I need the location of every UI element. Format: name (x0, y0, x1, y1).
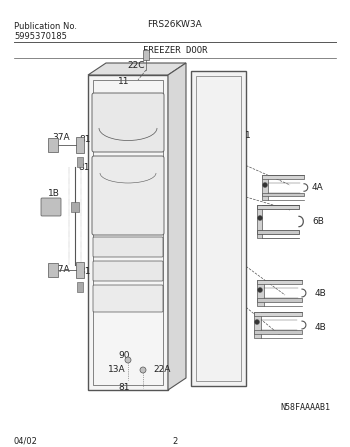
Text: 81: 81 (79, 267, 91, 277)
Bar (77, 157, 83, 167)
Text: 81: 81 (79, 135, 91, 144)
Text: 37A: 37A (52, 266, 70, 274)
Bar (48, 138, 58, 152)
Bar (77, 282, 83, 292)
Bar (262, 193, 304, 196)
Bar (262, 175, 304, 179)
Bar (257, 205, 262, 238)
Text: 37A: 37A (52, 134, 70, 143)
Polygon shape (88, 63, 186, 75)
Text: Publication No.: Publication No. (14, 22, 77, 31)
Bar (254, 312, 261, 338)
Bar (262, 175, 268, 200)
Text: FREEZER DOOR: FREEZER DOOR (143, 46, 207, 55)
Text: 6B: 6B (312, 218, 324, 227)
Text: 1B: 1B (48, 190, 60, 198)
Text: 81: 81 (78, 164, 90, 173)
Circle shape (254, 320, 259, 325)
Text: FRS26KW3A: FRS26KW3A (148, 20, 202, 29)
Text: 81: 81 (118, 384, 130, 392)
Bar (76, 262, 84, 278)
Bar (257, 280, 264, 306)
FancyBboxPatch shape (93, 237, 163, 257)
Text: N58FAAAAB1: N58FAAAAB1 (280, 403, 330, 412)
Text: 1: 1 (245, 131, 251, 139)
Bar (254, 312, 302, 316)
FancyBboxPatch shape (93, 285, 163, 312)
Polygon shape (88, 75, 168, 390)
FancyBboxPatch shape (92, 93, 164, 152)
Bar (76, 137, 84, 153)
Bar (48, 263, 58, 277)
Bar (257, 298, 302, 302)
Circle shape (262, 182, 267, 187)
Text: 11: 11 (118, 77, 130, 87)
Circle shape (258, 215, 262, 220)
FancyBboxPatch shape (41, 198, 61, 216)
Text: 22C: 22C (127, 62, 145, 71)
FancyBboxPatch shape (92, 156, 164, 235)
Text: 04/02: 04/02 (14, 437, 38, 446)
Text: 4A: 4A (312, 184, 324, 193)
Polygon shape (168, 63, 186, 390)
Bar (257, 205, 299, 209)
FancyBboxPatch shape (93, 261, 163, 281)
Circle shape (258, 287, 262, 292)
Polygon shape (191, 71, 246, 386)
Bar (257, 280, 302, 284)
Bar (257, 230, 299, 234)
Circle shape (125, 357, 131, 363)
Text: 13A: 13A (108, 366, 126, 375)
Text: 5995370185: 5995370185 (14, 32, 67, 41)
Text: 2: 2 (172, 437, 177, 446)
Bar (143, 50, 149, 60)
Bar (71, 202, 79, 212)
Bar (254, 330, 302, 334)
Text: 4B: 4B (315, 288, 327, 298)
Text: 4B: 4B (315, 324, 327, 333)
Text: 22A: 22A (153, 366, 170, 375)
Text: 90: 90 (118, 350, 130, 359)
Circle shape (140, 367, 146, 373)
